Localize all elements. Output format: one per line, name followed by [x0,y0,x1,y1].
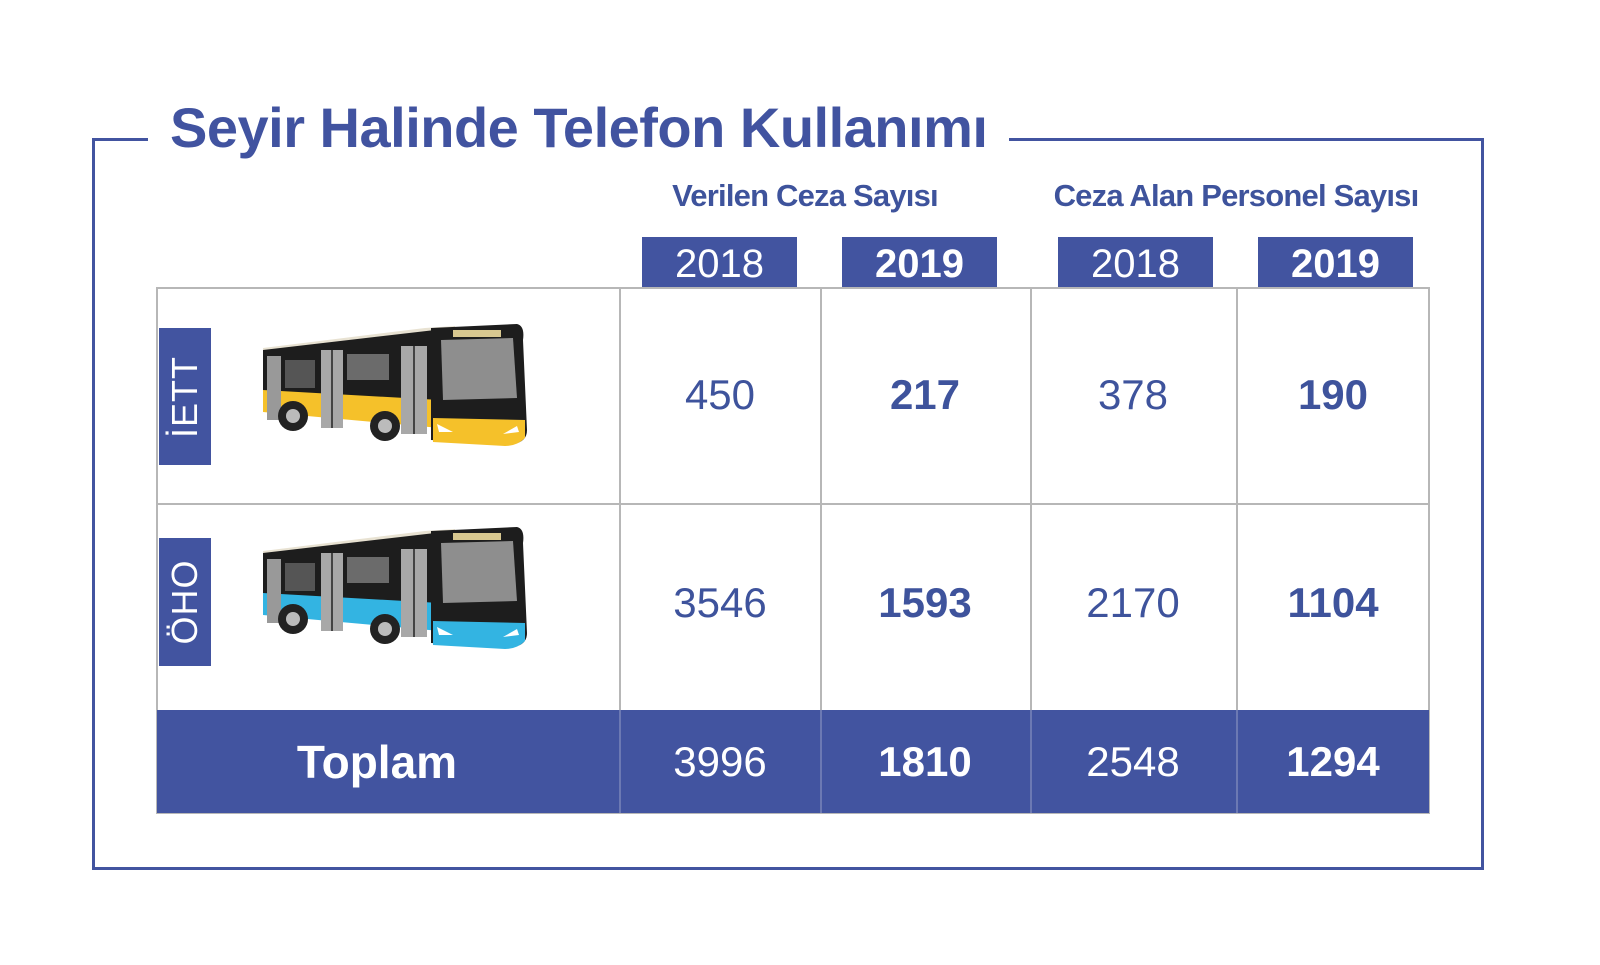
row-label-oho: ÖHO [159,538,211,666]
year-tab-fines-2018: 2018 [642,237,797,288]
group-header-fines: Verilen Ceza Sayısı [672,178,939,213]
total-cell: 1294 [1286,738,1380,785]
group-header-staff: Ceza Alan Personel Sayısı [1053,178,1420,213]
table-cell: 1593 [878,579,972,626]
column-divider [820,287,822,814]
total-row [157,710,1429,813]
table-cell: 190 [1297,371,1369,418]
table-cell: 378 [1097,371,1169,418]
column-divider [1236,287,1238,814]
table-cell: 217 [889,371,961,418]
column-divider [619,287,621,814]
row-label-iett: İETT [159,328,211,465]
total-cell: 1810 [878,738,972,785]
table-cell: 1104 [1287,579,1379,626]
iett-bus-icon [263,324,527,446]
chart-title: Seyir Halinde Telefon Kullanımı [148,92,1010,164]
total-cell: 2548 [1086,738,1180,785]
column-divider [1030,287,1032,814]
total-label: Toplam [296,736,458,788]
row-label-oho-text: ÖHO [164,559,205,645]
year-tab-staff-2019: 2019 [1258,237,1413,288]
total-cell: 3996 [673,738,767,785]
table-cell: 450 [684,371,756,418]
table-cell: 2170 [1086,579,1180,626]
row-label-iett-text: İETT [164,355,205,438]
oho-bus-icon [263,527,527,649]
table-cell: 3546 [673,579,767,626]
row-divider [156,503,1430,505]
year-tab-fines-2019: 2019 [842,237,997,288]
table-grid [156,287,1430,814]
year-tab-staff-2018: 2018 [1058,237,1213,288]
